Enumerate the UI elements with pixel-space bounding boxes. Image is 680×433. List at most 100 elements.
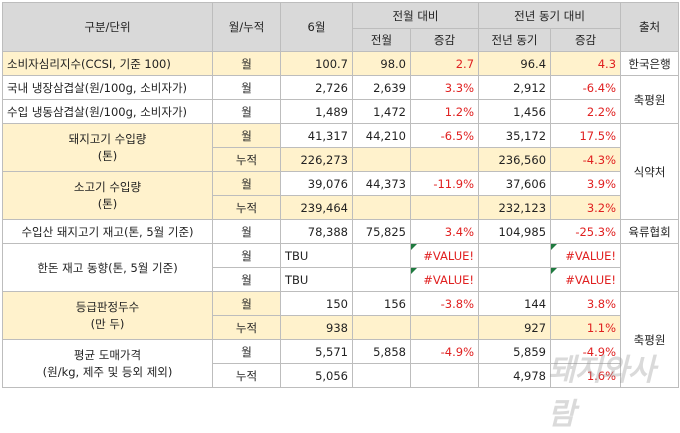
cell-change xyxy=(409,315,480,340)
cell-prev: 44,210 xyxy=(352,123,411,148)
cell-change-yoy: 2.2% xyxy=(550,99,622,124)
cell-prev-year: 4,978 xyxy=(478,363,552,388)
cell-change-yoy: -6.4% xyxy=(550,75,622,100)
cell-period: 누적 xyxy=(212,363,281,388)
cell-change: -6.5% xyxy=(409,123,480,148)
header-period: 월/누적 xyxy=(212,2,281,52)
header-prev-month: 전월 xyxy=(352,28,411,52)
cell-value: 938 xyxy=(280,315,353,340)
cell-prev xyxy=(352,267,411,292)
cell-change-yoy: 3.8% xyxy=(550,291,622,316)
header-mom-group: 전월 대비 xyxy=(351,2,480,29)
cell-period: 월 xyxy=(212,267,281,292)
cell-prev: 156 xyxy=(352,291,411,316)
cell-prev-year: 232,123 xyxy=(478,195,552,220)
header-prev-year: 전년 동기 xyxy=(478,28,552,52)
cell-change-yoy: 4.3 xyxy=(550,51,622,76)
cell-value: 100.7 xyxy=(280,51,353,76)
cell-prev: 75,825 xyxy=(352,219,411,244)
cell-value: TBU xyxy=(280,267,353,292)
cell-prev-year: 236,560 xyxy=(478,147,552,172)
table-row: 누적 938 927 1.1% xyxy=(3,315,679,340)
cell-change: #VALUE! xyxy=(409,243,480,268)
row-label: 돼지고기 수입량 (톤) xyxy=(2,123,213,172)
cell-change xyxy=(409,363,480,388)
cell-change-yoy: -4.3% xyxy=(550,147,622,172)
cell-value: 150 xyxy=(280,291,353,316)
cell-value: 2,726 xyxy=(280,75,353,100)
cell-source: 한국은행 xyxy=(620,51,680,76)
cell-change xyxy=(409,195,480,220)
cell-value: 5,056 xyxy=(280,363,353,388)
cell-change: -3.8% xyxy=(409,291,480,316)
cell-prev xyxy=(352,243,411,268)
cell-value: 41,317 xyxy=(280,123,353,148)
table-row: 누적 239,464 232,123 3.2% xyxy=(3,195,679,220)
header-change: 증감 xyxy=(409,28,480,52)
cell-period: 월 xyxy=(212,243,281,268)
cell-period: 월 xyxy=(212,75,281,100)
cell-change: 1.2% xyxy=(409,99,480,124)
row-label: 등급판정두수 (만 두) xyxy=(2,291,213,340)
cell-prev-year: 35,172 xyxy=(478,123,552,148)
cell-prev-year xyxy=(478,267,552,292)
table-row: 수입산 돼지고기 재고(톤, 5월 기준) 월 78,388 75,825 3.… xyxy=(2,219,680,244)
cell-change-yoy: 1.6% xyxy=(550,363,622,388)
cell-change-yoy: #VALUE! xyxy=(550,267,622,292)
cell-source: 식약처 xyxy=(620,123,680,220)
cell-value: 1,489 xyxy=(280,99,353,124)
cell-prev: 98.0 xyxy=(352,51,411,76)
cell-prev-year xyxy=(478,243,552,268)
table-row: 평균 도매가격 (원/kg, 제주 및 등외 제외) 월 5,571 5,858… xyxy=(2,339,679,388)
row-label: 평균 도매가격 (원/kg, 제주 및 등외 제외) xyxy=(2,339,213,388)
cell-period: 월 xyxy=(212,219,281,244)
cell-source-empty xyxy=(620,243,680,292)
cell-prev-year: 104,985 xyxy=(478,219,552,244)
cell-change-yoy: -4.9% xyxy=(550,339,622,364)
cell-period: 누적 xyxy=(212,195,281,220)
cell-prev-year: 96.4 xyxy=(478,51,552,76)
cell-value: 78,388 xyxy=(280,219,353,244)
cell-prev: 2,639 xyxy=(352,75,411,100)
cell-period: 월 xyxy=(212,123,281,148)
cell-period: 월 xyxy=(212,339,281,364)
cell-source: 축평원 xyxy=(620,75,680,124)
cell-change-yoy: 3.2% xyxy=(550,195,622,220)
row-label: 소비자심리지수(CCSI, 기준 100) xyxy=(2,51,213,76)
row-label: 국내 냉장삼겹살(원/100g, 소비자가) xyxy=(2,75,213,100)
cell-prev xyxy=(352,363,411,388)
cell-prev-year: 1,456 xyxy=(478,99,552,124)
cell-prev: 1,472 xyxy=(352,99,411,124)
cell-value: 39,076 xyxy=(280,171,353,196)
row-label: 한돈 재고 동향(톤, 5월 기준) xyxy=(2,243,213,292)
cell-period: 월 xyxy=(212,51,281,76)
table-row: 소고기 수입량 (톤) 월 39,076 44,373 -11.9% 37,60… xyxy=(2,171,679,220)
cell-prev-year: 37,606 xyxy=(478,171,552,196)
table-row: 누적 226,273 236,560 -4.3% xyxy=(3,147,679,172)
cell-change-yoy: 17.5% xyxy=(550,123,622,148)
header-change-yoy: 증감 xyxy=(550,28,622,52)
livestock-stats-table: 구분/단위 월/누적 6월 전월 대비 전년 동기 대비 출처 전월 증감 전년… xyxy=(2,2,680,388)
cell-period: 누적 xyxy=(212,315,281,340)
cell-change: 2.7 xyxy=(409,51,480,76)
cell-source: 육류협회 xyxy=(620,219,680,244)
cell-prev-year: 2,912 xyxy=(478,75,552,100)
table-row: 소비자심리지수(CCSI, 기준 100) 월 100.7 98.0 2.7 9… xyxy=(2,51,680,76)
cell-change: 3.4% xyxy=(409,219,480,244)
cell-period: 월 xyxy=(212,291,281,316)
table-row: 수입 냉동삼겹살(원/100g, 소비자가) 월 1,489 1,472 1.2… xyxy=(2,99,679,124)
cell-prev-year: 5,859 xyxy=(478,339,552,364)
cell-prev: 44,373 xyxy=(352,171,411,196)
cell-change xyxy=(409,147,480,172)
header-yoy-group: 전년 동기 대비 xyxy=(478,2,622,29)
cell-prev-year: 144 xyxy=(478,291,552,316)
header-month: 6월 xyxy=(280,2,353,52)
cell-prev xyxy=(352,315,411,340)
cell-change-yoy: #VALUE! xyxy=(550,243,622,268)
header-source: 출처 xyxy=(620,2,680,52)
cell-prev: 5,858 xyxy=(352,339,411,364)
cell-source: 축평원 xyxy=(620,291,680,388)
cell-prev xyxy=(352,147,411,172)
table-row: 돼지고기 수입량 (톤) 월 41,317 44,210 -6.5% 35,17… xyxy=(2,123,680,220)
cell-prev-year: 927 xyxy=(478,315,552,340)
